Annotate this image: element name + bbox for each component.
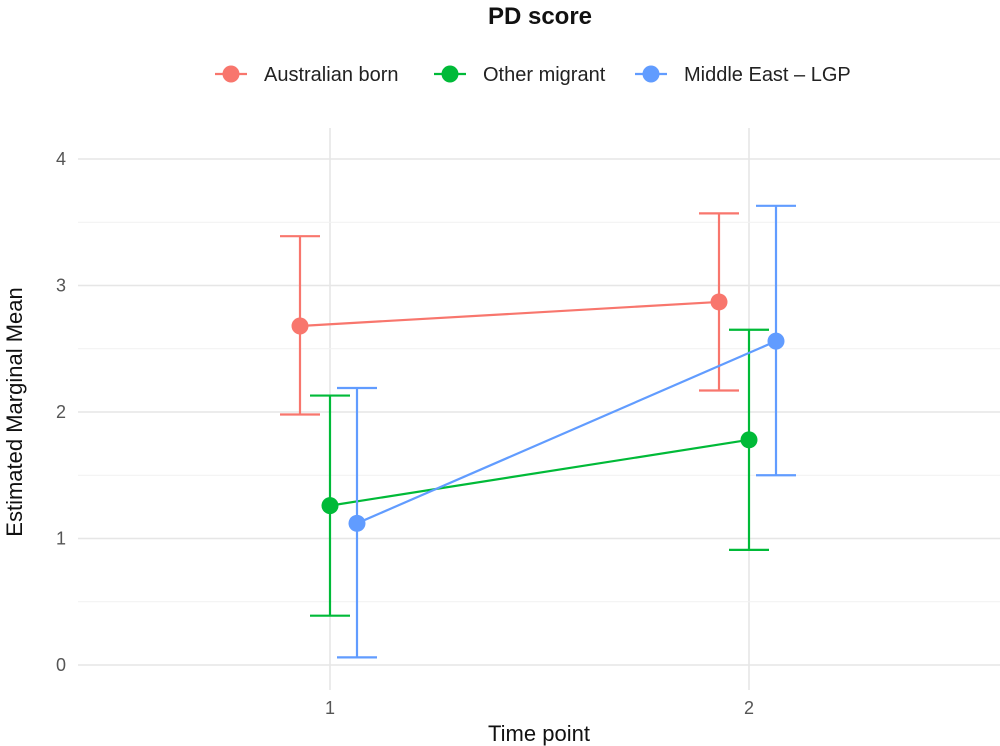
- series-line: [356, 340, 777, 525]
- grid: [78, 128, 1000, 690]
- data-point: [740, 431, 758, 449]
- y-axis: 0 1 2 3 4: [56, 149, 66, 675]
- chart-title: PD score: [488, 3, 592, 30]
- legend-item: Other migrant: [434, 64, 606, 86]
- legend-label: Other migrant: [483, 64, 606, 86]
- series-group: [337, 204, 796, 659]
- x-axis-title: Time point: [488, 721, 590, 746]
- x-tick-label: 2: [744, 698, 754, 718]
- data-point: [291, 317, 309, 335]
- data-point: [321, 497, 339, 515]
- series-line: [299, 300, 720, 328]
- y-tick-label: 0: [56, 655, 66, 675]
- series-group: [280, 212, 739, 416]
- y-tick-label: 3: [56, 276, 66, 296]
- legend-key-point: [441, 65, 459, 83]
- legend-label: Australian born: [264, 64, 399, 86]
- legend-item: Australian born: [215, 64, 399, 86]
- legend-key-point: [642, 65, 660, 83]
- x-tick-label: 1: [325, 698, 335, 718]
- y-tick-label: 2: [56, 402, 66, 422]
- series-line: [329, 438, 750, 507]
- data-point: [710, 293, 728, 311]
- y-tick-label: 4: [56, 149, 66, 169]
- data-point: [767, 332, 785, 350]
- legend-label: Middle East – LGP: [684, 64, 851, 86]
- y-axis-title: Estimated Marginal Mean: [2, 287, 27, 536]
- legend-item: Middle East – LGP: [635, 64, 851, 86]
- legend: Australian born Other migrant Middle East …: [215, 64, 851, 86]
- plot-area: [280, 204, 796, 659]
- data-point: [348, 514, 366, 532]
- legend-key-point: [222, 65, 240, 83]
- series-group: [310, 328, 769, 617]
- y-tick-label: 1: [56, 529, 66, 549]
